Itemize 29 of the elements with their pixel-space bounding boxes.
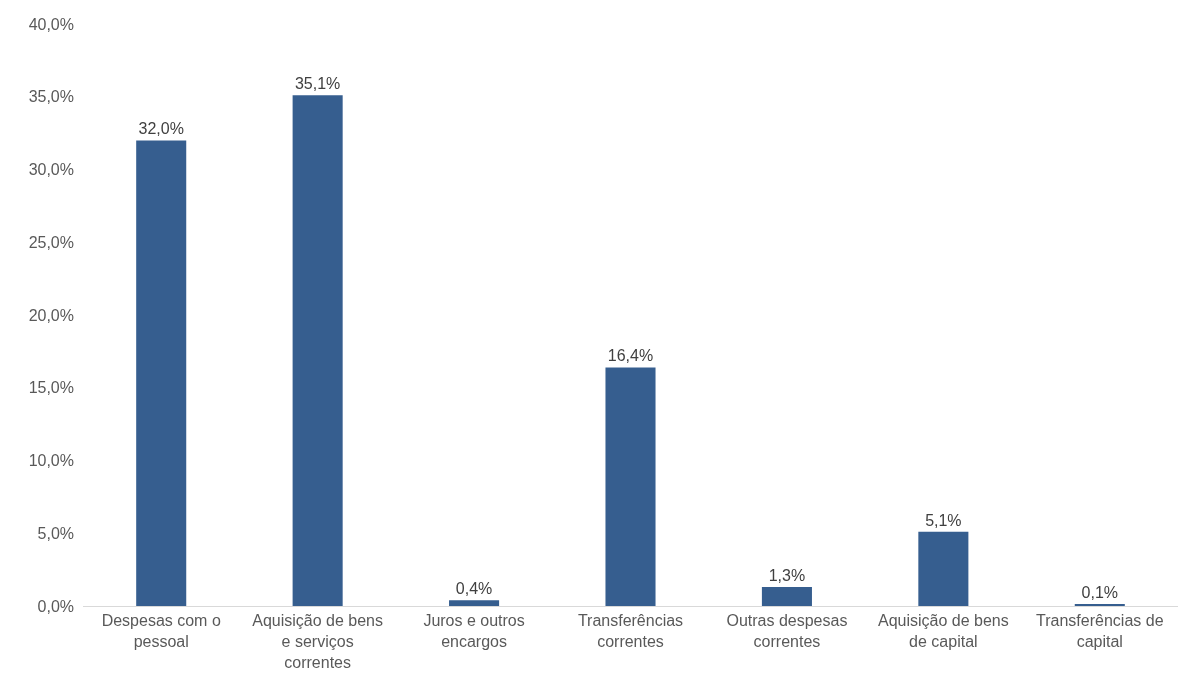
x-tick-label: Transferências de capital xyxy=(1036,612,1164,650)
x-tick-label: Juros e outros encargos xyxy=(423,612,525,650)
y-tick-label: 5,0% xyxy=(37,524,74,542)
y-tick-label: 40,0% xyxy=(28,15,74,33)
x-tick-label: Aquisição de bens e serviços correntes xyxy=(252,612,384,671)
bar xyxy=(918,531,969,606)
data-label: 35,1% xyxy=(294,75,341,93)
data-label: 16,4% xyxy=(607,347,654,365)
data-label: 5,1% xyxy=(925,511,962,529)
y-tick-label: 0,0% xyxy=(37,597,74,615)
x-tick-label: Despesas com o pessoal xyxy=(101,612,221,650)
y-tick-label: 10,0% xyxy=(28,452,74,470)
data-label: 32,0% xyxy=(138,120,184,138)
y-tick-label: 35,0% xyxy=(28,88,74,106)
x-tick-label: Outras despesas correntes xyxy=(726,612,848,650)
x-tick-label: Aquisição de bens de capital xyxy=(877,612,1009,650)
bar xyxy=(449,600,500,606)
y-tick-label: 30,0% xyxy=(28,161,74,179)
data-label: 0,1% xyxy=(1081,584,1119,601)
y-tick-label: 25,0% xyxy=(28,233,74,251)
bar xyxy=(605,367,656,606)
data-label: 0,4% xyxy=(455,580,493,598)
x-tick-label: Transferências correntes xyxy=(577,612,684,650)
bar xyxy=(136,140,187,606)
y-tick-label: 15,0% xyxy=(28,379,74,397)
y-tick-label: 20,0% xyxy=(28,306,74,324)
bar xyxy=(761,587,812,606)
data-label: 1,3% xyxy=(768,567,806,585)
bar xyxy=(292,95,343,606)
